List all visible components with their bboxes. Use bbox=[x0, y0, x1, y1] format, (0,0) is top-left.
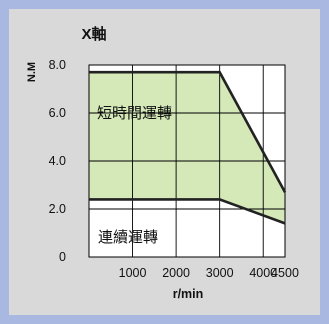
region-label-continuous: 連續運轉 bbox=[98, 228, 158, 246]
y-tick-label: 2.0 bbox=[49, 202, 66, 216]
region-label-short-term: 短時間運轉 bbox=[97, 104, 172, 122]
series-line-continuous bbox=[89, 198, 286, 225]
series-line-short-term bbox=[89, 70, 287, 193]
plot-frame bbox=[88, 64, 286, 258]
x-tick-label: 3000 bbox=[206, 266, 234, 280]
x-tick-label: 4500 bbox=[271, 266, 299, 280]
y-tick-label: 6.0 bbox=[49, 106, 66, 120]
x-tick-label: 2000 bbox=[162, 266, 190, 280]
chart-title: X軸 bbox=[81, 25, 106, 43]
y-axis-label: N.M bbox=[26, 62, 38, 82]
x-axis-label: r/min bbox=[173, 287, 204, 301]
x-tick-label: 4000 bbox=[249, 266, 277, 280]
y-tick-label: 0 bbox=[59, 250, 66, 264]
y-tick-label: 8.0 bbox=[49, 58, 66, 72]
y-tick-label: 4.0 bbox=[49, 154, 66, 168]
chart-card: 短時間運轉連續運轉 0 2.0 4.0 6.0 8.0 1000 2000 3000 4000 45… bbox=[9, 9, 320, 315]
x-tick-label: 1000 bbox=[119, 266, 147, 280]
area-continuous bbox=[89, 199, 285, 257]
